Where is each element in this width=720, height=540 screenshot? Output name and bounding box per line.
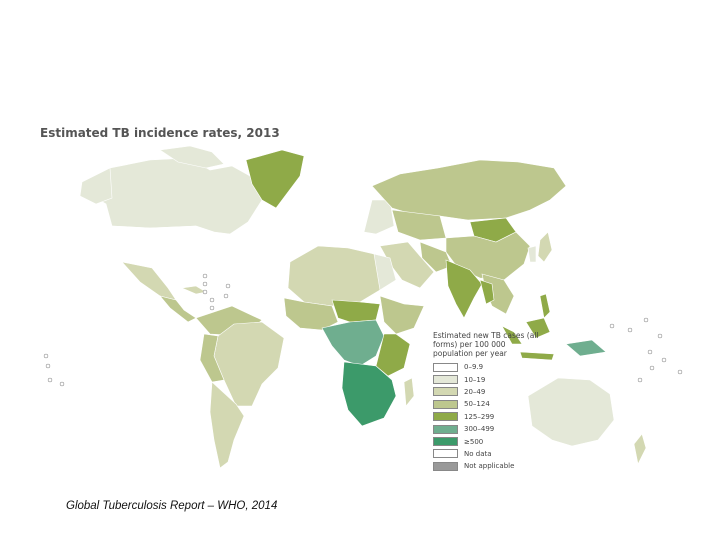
- legend-item: 300–499: [433, 423, 543, 435]
- legend-swatch: [433, 387, 458, 397]
- legend-label: ≥500: [464, 437, 484, 446]
- indonesia-borneo: [525, 317, 551, 339]
- chile-argentina: [209, 381, 245, 469]
- korea: [527, 245, 537, 263]
- legend-item: 10–19: [433, 373, 543, 385]
- legend-item: 20–49: [433, 386, 543, 398]
- north-africa: [287, 245, 389, 307]
- legend-swatch: [433, 424, 458, 434]
- legend-label: 50–124: [464, 400, 490, 409]
- europe: [317, 165, 395, 247]
- legend-item: Not applicable: [433, 460, 543, 472]
- philippines: [539, 293, 551, 319]
- legend-swatch: [433, 449, 458, 459]
- map-legend: Estimated new TB cases (all forms) per 1…: [433, 331, 543, 473]
- legend-label: 20–49: [464, 387, 486, 396]
- horn-of-africa: [379, 295, 425, 335]
- map-title: Estimated TB incidence rates, 2013: [40, 126, 280, 140]
- egypt: [373, 253, 397, 291]
- east-asia-islands: [501, 231, 607, 361]
- scandinavia: [339, 165, 375, 197]
- legend-item: 50–124: [433, 398, 543, 410]
- central-america: [159, 295, 197, 323]
- indonesia-java: [519, 351, 555, 361]
- legend-label: 300–499: [464, 425, 495, 434]
- india: [445, 259, 483, 319]
- legend-swatch: [433, 437, 458, 447]
- legend-swatch: [433, 399, 458, 409]
- uk-ireland: [317, 195, 329, 215]
- legend-title: Estimated new TB cases (all forms) per 1…: [433, 331, 539, 358]
- iran-afghanistan: [419, 241, 453, 273]
- legend-item: ≥500: [433, 435, 543, 447]
- middle-east-south-asia: [379, 241, 515, 319]
- legend-swatch: [433, 412, 458, 422]
- new-zealand: [633, 433, 647, 465]
- south-america: [195, 305, 285, 469]
- arctic-islands: [159, 145, 225, 169]
- southern-africa: [341, 361, 397, 427]
- caribbean-callouts: [43, 273, 231, 387]
- myanmar: [479, 279, 495, 305]
- north-america: [79, 145, 263, 323]
- peru-bolivia: [199, 333, 225, 383]
- japan: [537, 231, 553, 263]
- legend-item: No data: [433, 448, 543, 460]
- legend-label: 0–9.9: [464, 363, 484, 372]
- united-states: [111, 225, 215, 277]
- legend-label: 125–299: [464, 412, 495, 421]
- source-caption: Global Tuberculosis Report – WHO, 2014: [66, 500, 278, 512]
- pacific-island-callouts: [609, 317, 683, 383]
- sahel: [331, 299, 381, 323]
- legend-label: Not applicable: [464, 462, 515, 471]
- indonesia-sumatra: [501, 325, 523, 345]
- kazakhstan: [391, 209, 447, 241]
- legend-item: 0–9.9: [433, 361, 543, 373]
- legend-swatch: [433, 362, 458, 372]
- legend-label: 10–19: [464, 375, 486, 384]
- greenland: [245, 149, 305, 209]
- australia: [527, 377, 615, 447]
- legend-swatch: [433, 461, 458, 471]
- legend-label: No data: [464, 449, 492, 458]
- madagascar: [403, 377, 415, 407]
- papua: [565, 339, 607, 357]
- legend-items: 0–9.9 10–19 20–49 50–124 125–299 300–499 ≥500 N…: [433, 361, 543, 473]
- china: [445, 231, 531, 281]
- cuba: [180, 285, 207, 295]
- central-africa: [321, 319, 385, 367]
- africa: [283, 245, 425, 427]
- alaska: [79, 167, 113, 205]
- russia-central-asia: [371, 159, 567, 281]
- legend-swatch: [433, 375, 458, 385]
- legend-item: 125–299: [433, 411, 543, 423]
